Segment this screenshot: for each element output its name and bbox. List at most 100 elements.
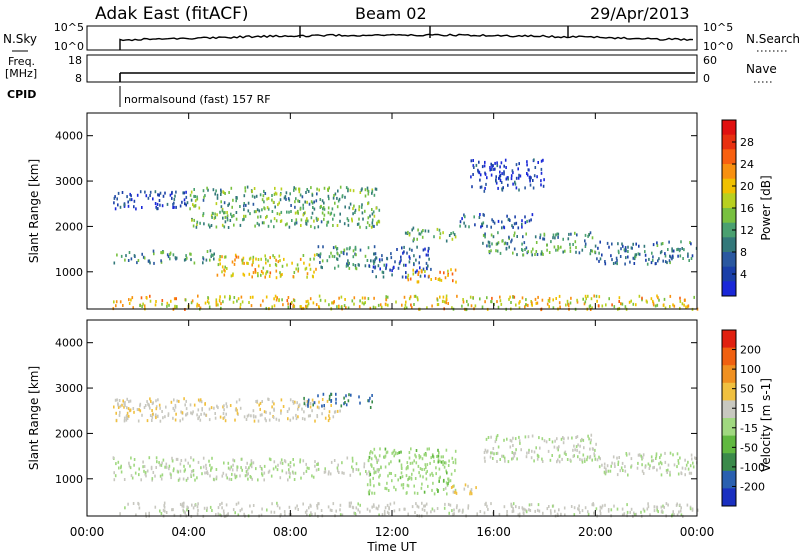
data-cell bbox=[113, 196, 116, 200]
data-cell bbox=[669, 305, 671, 308]
data-cell bbox=[454, 490, 457, 494]
data-cell bbox=[204, 301, 207, 305]
data-cell bbox=[657, 259, 659, 263]
data-cell bbox=[116, 197, 118, 201]
data-cell bbox=[293, 186, 295, 190]
data-cell bbox=[224, 419, 227, 423]
data-cell bbox=[513, 295, 516, 299]
data-cell bbox=[278, 299, 280, 303]
data-cell bbox=[369, 406, 372, 409]
data-cell bbox=[337, 199, 340, 203]
data-cell bbox=[339, 503, 342, 507]
data-cell bbox=[356, 222, 359, 226]
data-cell bbox=[377, 458, 380, 462]
data-cell bbox=[496, 161, 498, 165]
data-cell bbox=[299, 207, 302, 211]
data-cell bbox=[397, 266, 400, 270]
data-cell bbox=[208, 407, 211, 411]
data-cell bbox=[433, 509, 436, 513]
data-cell bbox=[524, 186, 526, 190]
data-cell bbox=[652, 301, 655, 305]
data-cell bbox=[306, 466, 309, 470]
y-tick-label: 2000 bbox=[55, 427, 83, 440]
data-cell bbox=[322, 392, 325, 396]
data-cell bbox=[159, 203, 161, 207]
data-cell bbox=[657, 296, 659, 300]
data-cell bbox=[380, 466, 382, 470]
data-cell bbox=[187, 506, 189, 510]
data-cell bbox=[221, 255, 223, 259]
data-cell bbox=[511, 451, 514, 454]
data-cell bbox=[414, 511, 416, 514]
data-cell bbox=[418, 261, 420, 265]
data-cell bbox=[133, 199, 136, 203]
data-cell bbox=[416, 280, 419, 284]
data-cell bbox=[510, 301, 512, 304]
data-cell bbox=[255, 210, 257, 214]
data-cell bbox=[672, 303, 674, 307]
data-cell bbox=[375, 206, 378, 210]
data-cell bbox=[250, 465, 253, 469]
data-cell bbox=[273, 225, 275, 229]
data-cell bbox=[484, 300, 486, 304]
data-cell bbox=[302, 459, 305, 463]
data-cell bbox=[521, 242, 523, 246]
data-cell bbox=[370, 450, 372, 454]
data-cell bbox=[247, 413, 250, 417]
data-cell bbox=[269, 411, 271, 415]
data-cell bbox=[332, 196, 335, 200]
data-cell bbox=[331, 301, 333, 305]
data-cell bbox=[136, 193, 139, 197]
data-cell bbox=[566, 299, 569, 303]
data-cell bbox=[142, 465, 144, 469]
data-cell bbox=[225, 412, 227, 416]
data-cell bbox=[305, 222, 307, 225]
data-cell bbox=[375, 275, 377, 279]
data-cell bbox=[489, 168, 491, 172]
data-cell bbox=[317, 245, 320, 249]
data-cell bbox=[265, 261, 267, 265]
data-cell bbox=[679, 299, 682, 303]
data-cell bbox=[384, 506, 387, 510]
data-cell bbox=[262, 299, 264, 303]
data-cell bbox=[637, 453, 640, 457]
power-y-axis-label: Slant Range [km] bbox=[27, 159, 41, 263]
data-cell bbox=[113, 471, 115, 475]
data-cell bbox=[551, 504, 554, 508]
data-cell bbox=[307, 400, 310, 404]
data-cell bbox=[677, 459, 680, 463]
data-cell bbox=[290, 210, 292, 213]
data-cell bbox=[396, 248, 398, 251]
data-cell bbox=[279, 271, 281, 275]
data-cell bbox=[171, 508, 173, 512]
data-cell bbox=[678, 510, 680, 514]
data-cell bbox=[401, 303, 403, 307]
data-cell bbox=[291, 300, 293, 304]
data-cell bbox=[583, 446, 585, 450]
data-cell bbox=[596, 257, 598, 261]
data-cell bbox=[557, 245, 559, 249]
data-cell bbox=[127, 407, 130, 411]
data-cell bbox=[354, 252, 356, 256]
data-cell bbox=[288, 475, 291, 479]
y-tick-label: 1000 bbox=[55, 266, 83, 279]
data-cell bbox=[364, 188, 367, 192]
data-cell bbox=[189, 252, 191, 256]
data-cell bbox=[608, 297, 610, 301]
data-cell bbox=[659, 466, 661, 470]
data-cell bbox=[378, 504, 380, 508]
data-cell bbox=[638, 252, 641, 256]
data-cell bbox=[372, 259, 375, 263]
data-cell bbox=[227, 466, 230, 470]
data-cell bbox=[127, 204, 130, 208]
data-cell bbox=[401, 467, 403, 470]
data-cell bbox=[231, 472, 233, 476]
data-cell bbox=[175, 412, 177, 416]
data-cell bbox=[183, 501, 185, 505]
data-cell bbox=[536, 508, 539, 512]
data-cell bbox=[183, 397, 185, 401]
data-cell bbox=[132, 407, 135, 410]
data-cell bbox=[509, 445, 512, 449]
data-cell bbox=[297, 199, 299, 203]
